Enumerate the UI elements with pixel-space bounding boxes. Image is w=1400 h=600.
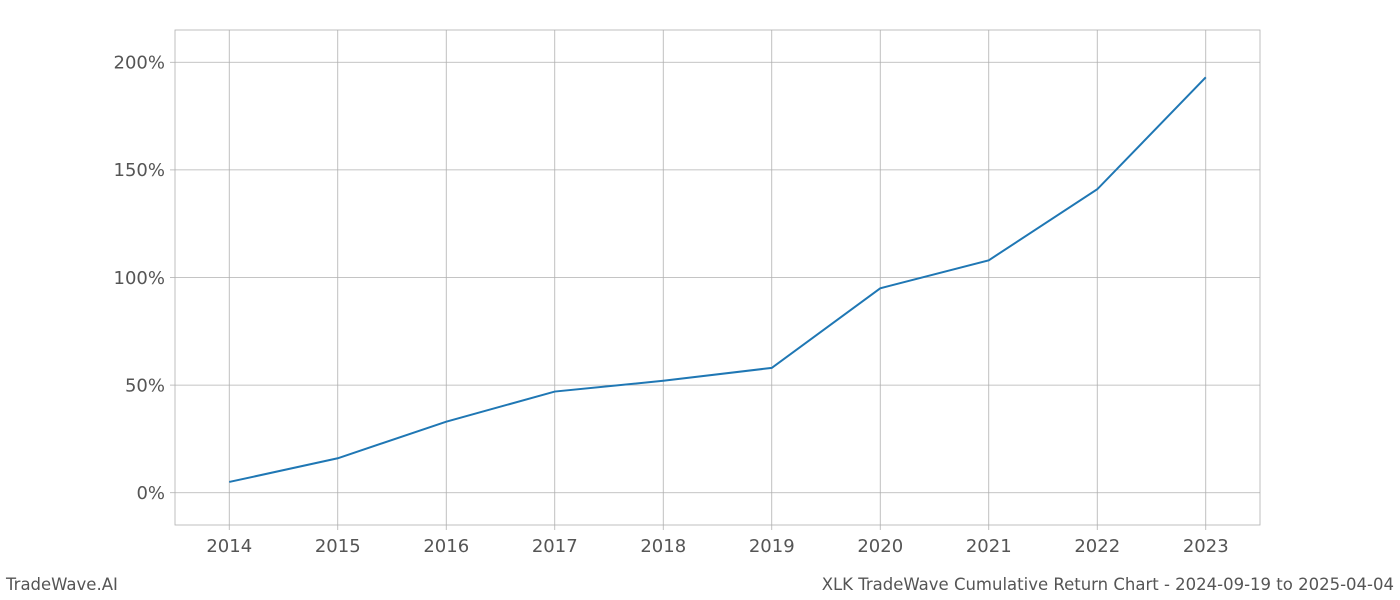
x-tick-label: 2023 — [1183, 536, 1229, 557]
x-tick-label: 2018 — [640, 536, 686, 557]
x-tick-label: 2017 — [532, 536, 578, 557]
x-tick-label: 2022 — [1074, 536, 1120, 557]
x-tick-label: 2020 — [857, 536, 903, 557]
footer-right-label: XLK TradeWave Cumulative Return Chart - … — [822, 575, 1394, 594]
series-line — [229, 77, 1206, 482]
y-tick-label: 100% — [114, 268, 165, 289]
x-tick-label: 2016 — [423, 536, 469, 557]
footer-left-label: TradeWave.AI — [6, 575, 118, 594]
y-tick-label: 150% — [114, 160, 165, 181]
x-tick-label: 2021 — [966, 536, 1012, 557]
y-tick-label: 0% — [136, 483, 165, 504]
y-tick-label: 50% — [125, 375, 165, 396]
chart-container: 2014 2015 2016 2017 2018 2019 2020 2021 2022 2023… — [0, 0, 1400, 600]
x-tick-label: 2015 — [315, 536, 361, 557]
x-tick-label: 2019 — [749, 536, 795, 557]
line-chart: 2014 2015 2016 2017 2018 2019 2020 2021 2022 2023… — [0, 0, 1400, 600]
y-tick-label: 200% — [114, 53, 165, 74]
x-tick-label: 2014 — [206, 536, 252, 557]
